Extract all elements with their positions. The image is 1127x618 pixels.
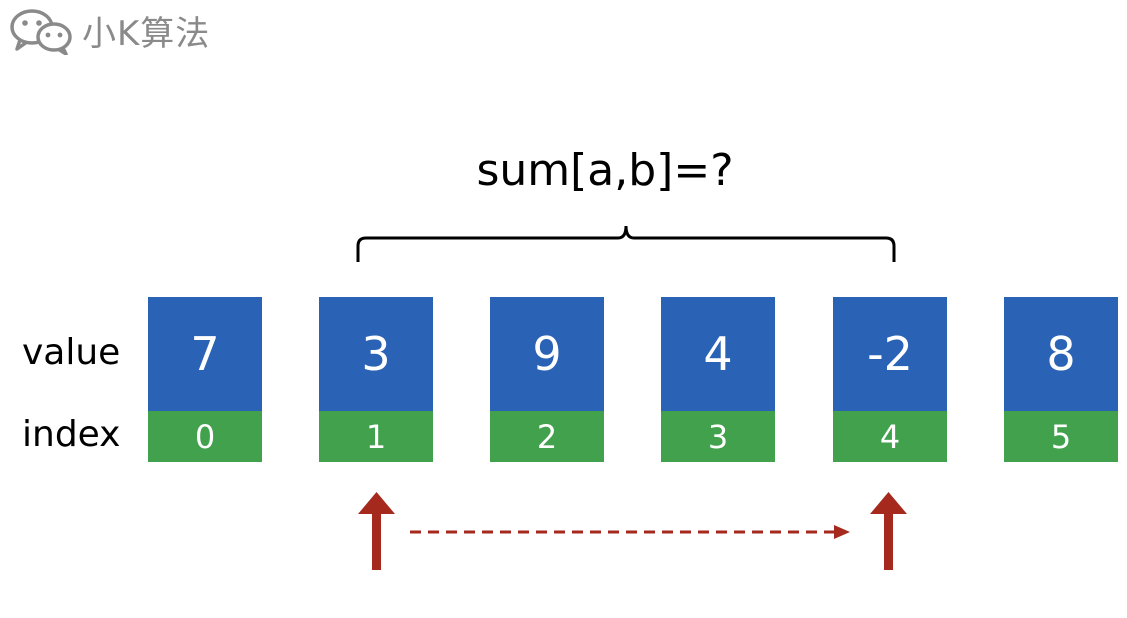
cell-value: 4 xyxy=(661,297,775,411)
cell-index: 1 xyxy=(319,411,433,462)
curly-brace xyxy=(356,225,896,262)
arrow-b xyxy=(870,492,907,570)
cell-index: 3 xyxy=(661,411,775,462)
dashed-range-arrow xyxy=(410,525,850,539)
wechat-icon xyxy=(10,8,72,55)
cell-index: 2 xyxy=(490,411,604,462)
watermark: 小K算法 xyxy=(8,6,210,55)
cell-index: 0 xyxy=(148,411,262,462)
array-cell: -2 4 xyxy=(833,297,947,462)
array-cell: 8 5 xyxy=(1004,297,1118,462)
cell-index: 5 xyxy=(1004,411,1118,462)
array-cell: 7 0 xyxy=(148,297,262,462)
cell-value: -2 xyxy=(833,297,947,411)
cell-index: 4 xyxy=(833,411,947,462)
array-cell: 9 2 xyxy=(490,297,604,462)
watermark-text: 小K算法 xyxy=(82,14,211,54)
cell-value: 7 xyxy=(148,297,262,411)
cell-value: 3 xyxy=(319,297,433,411)
array-cell: 3 1 xyxy=(319,297,433,462)
formula-title: sum[a,b]=? xyxy=(476,145,734,196)
cell-value: 9 xyxy=(490,297,604,411)
cell-value: 8 xyxy=(1004,297,1118,411)
arrow-a xyxy=(358,492,395,570)
index-row-label: index xyxy=(22,414,121,455)
array-cell: 4 3 xyxy=(661,297,775,462)
value-row-label: value xyxy=(22,332,121,373)
